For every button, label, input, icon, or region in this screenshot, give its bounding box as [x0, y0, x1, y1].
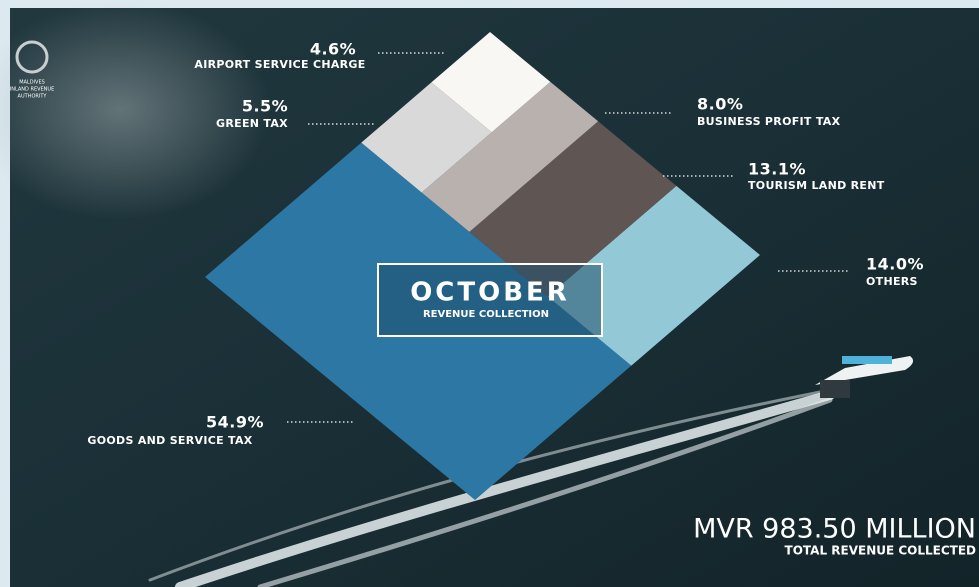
total-label: TOTAL REVENUE COLLECTED [785, 544, 977, 558]
chart-subtitle: REVENUE COLLECTION [423, 309, 549, 320]
logo-line: AUTHORITY [18, 94, 48, 100]
infographic: MALDIVES INLAND REVENUE AUTHORITY 54.9% G… [0, 0, 979, 587]
category-label: OTHERS [866, 275, 918, 288]
category-label: GREEN TAX [216, 117, 288, 130]
value-label: 54.9% [206, 413, 264, 432]
category-label: BUSINESS PROFIT TAX [697, 115, 841, 128]
logo-line: MALDIVES [19, 80, 45, 86]
value-label: 13.1% [748, 160, 806, 179]
category-label: GOODS AND SERVICE TAX [87, 434, 252, 447]
total: MVR 983.50 MILLION [693, 514, 976, 545]
value-label: 14.0% [866, 255, 924, 274]
logo-line: INLAND REVENUE [10, 87, 55, 93]
value-label: 5.5% [242, 97, 288, 116]
value-label: 4.6% [310, 40, 356, 59]
page: {"chart_data": {"type": "diamond-treemap… [0, 0, 979, 587]
category-label: TOURISM LAND RENT [748, 179, 885, 192]
category-label: AIRPORT SERVICE CHARGE [194, 58, 365, 71]
value-label: 8.0% [697, 95, 743, 114]
chart-title: OCTOBER [410, 278, 570, 308]
